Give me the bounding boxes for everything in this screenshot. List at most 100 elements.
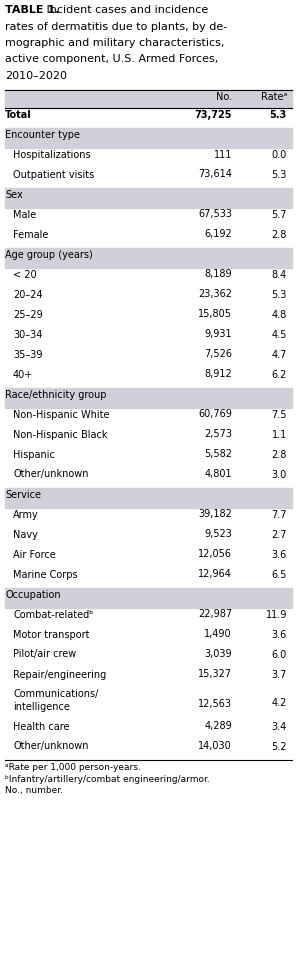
- Text: Hispanic: Hispanic: [13, 450, 55, 459]
- Text: rates of dermatitis due to plants, by de-: rates of dermatitis due to plants, by de…: [5, 21, 227, 31]
- Text: 60,769: 60,769: [198, 410, 232, 419]
- Text: 0.0: 0.0: [272, 150, 287, 160]
- Text: Hospitalizations: Hospitalizations: [13, 150, 91, 160]
- Text: 12,964: 12,964: [198, 569, 232, 580]
- Text: Age group (years): Age group (years): [5, 249, 93, 260]
- Text: Army: Army: [13, 510, 39, 520]
- Text: 4.5: 4.5: [272, 330, 287, 340]
- Text: ᵃRate per 1,000 person-years.: ᵃRate per 1,000 person-years.: [5, 764, 141, 773]
- Text: 40+: 40+: [13, 370, 33, 379]
- Text: Communications/: Communications/: [13, 690, 98, 700]
- Text: 1,490: 1,490: [204, 630, 232, 639]
- Bar: [5, 588, 292, 607]
- Text: 11.9: 11.9: [266, 609, 287, 620]
- Text: 6.0: 6.0: [272, 650, 287, 660]
- Text: 3.7: 3.7: [272, 669, 287, 679]
- Text: Service: Service: [5, 489, 41, 499]
- Text: 20–24: 20–24: [13, 290, 43, 300]
- Bar: [5, 247, 292, 268]
- Text: 2010–2020: 2010–2020: [5, 71, 67, 81]
- Text: Female: Female: [13, 230, 48, 239]
- Text: 6.2: 6.2: [272, 370, 287, 379]
- Text: Other/unknown: Other/unknown: [13, 741, 89, 751]
- Text: active component, U.S. Armed Forces,: active component, U.S. Armed Forces,: [5, 54, 218, 64]
- Text: 39,182: 39,182: [198, 510, 232, 520]
- Text: Pilot/air crew: Pilot/air crew: [13, 650, 76, 660]
- Text: Total: Total: [5, 110, 32, 120]
- Text: 2,573: 2,573: [204, 429, 232, 440]
- Text: 3.4: 3.4: [272, 722, 287, 732]
- Text: 12,563: 12,563: [198, 699, 232, 708]
- Text: 73,614: 73,614: [198, 169, 232, 179]
- Text: 5.2: 5.2: [271, 741, 287, 751]
- Text: 35–39: 35–39: [13, 349, 42, 359]
- Text: 23,362: 23,362: [198, 290, 232, 300]
- Text: 7.7: 7.7: [271, 510, 287, 520]
- Text: 15,805: 15,805: [198, 309, 232, 319]
- Text: 2.7: 2.7: [271, 529, 287, 539]
- Text: 25–29: 25–29: [13, 309, 43, 319]
- Text: 3.6: 3.6: [272, 550, 287, 559]
- Text: Motor transport: Motor transport: [13, 630, 89, 639]
- Text: Encounter type: Encounter type: [5, 129, 80, 139]
- Text: No., number.: No., number.: [5, 785, 63, 795]
- Text: 2.8: 2.8: [272, 230, 287, 239]
- Text: 6.5: 6.5: [272, 569, 287, 580]
- Text: 30–34: 30–34: [13, 330, 42, 340]
- Text: 7.5: 7.5: [271, 410, 287, 419]
- Bar: [5, 90, 292, 107]
- Text: ᵇInfantry/artillery/combat engineering/armor.: ᵇInfantry/artillery/combat engineering/a…: [5, 775, 210, 783]
- Text: 1.1: 1.1: [272, 429, 287, 440]
- Text: Air Force: Air Force: [13, 550, 56, 559]
- Text: 5.7: 5.7: [271, 209, 287, 220]
- Text: 4.2: 4.2: [272, 699, 287, 708]
- Text: 8,912: 8,912: [204, 370, 232, 379]
- Text: Occupation: Occupation: [5, 590, 61, 599]
- Text: 5.3: 5.3: [270, 110, 287, 120]
- Text: Race/ethnicity group: Race/ethnicity group: [5, 389, 107, 400]
- Text: 4.7: 4.7: [272, 349, 287, 359]
- Text: 4,801: 4,801: [204, 470, 232, 480]
- Text: TABLE 1.: TABLE 1.: [5, 5, 59, 15]
- Text: 22,987: 22,987: [198, 609, 232, 620]
- Text: 73,725: 73,725: [195, 110, 232, 120]
- Text: Repair/engineering: Repair/engineering: [13, 669, 106, 679]
- Text: Male: Male: [13, 209, 36, 220]
- Text: Sex: Sex: [5, 190, 23, 199]
- Text: Marine Corps: Marine Corps: [13, 569, 78, 580]
- Text: < 20: < 20: [13, 270, 37, 279]
- Text: 5.3: 5.3: [272, 169, 287, 179]
- Text: Other/unknown: Other/unknown: [13, 470, 89, 480]
- Bar: [5, 387, 292, 408]
- Text: 6,192: 6,192: [204, 230, 232, 239]
- Text: 4.8: 4.8: [272, 309, 287, 319]
- Text: Incident cases and incidence: Incident cases and incidence: [43, 5, 208, 15]
- Text: Non-Hispanic Black: Non-Hispanic Black: [13, 429, 108, 440]
- Text: 5.3: 5.3: [272, 290, 287, 300]
- Text: Health care: Health care: [13, 722, 69, 732]
- Text: 15,327: 15,327: [198, 669, 232, 679]
- Text: 111: 111: [214, 150, 232, 160]
- Bar: [5, 127, 292, 148]
- Text: 5,582: 5,582: [204, 450, 232, 459]
- Text: 3.0: 3.0: [272, 470, 287, 480]
- Text: 12,056: 12,056: [198, 550, 232, 559]
- Text: 9,931: 9,931: [204, 330, 232, 340]
- Text: Navy: Navy: [13, 529, 38, 539]
- Text: 14,030: 14,030: [198, 741, 232, 751]
- Text: intelligence: intelligence: [13, 703, 70, 712]
- Text: Outpatient visits: Outpatient visits: [13, 169, 94, 179]
- Text: 7,526: 7,526: [204, 349, 232, 359]
- Text: 67,533: 67,533: [198, 209, 232, 220]
- Text: No.: No.: [216, 91, 232, 101]
- Bar: [5, 487, 292, 508]
- Text: 9,523: 9,523: [204, 529, 232, 539]
- Text: Non-Hispanic White: Non-Hispanic White: [13, 410, 110, 419]
- Text: Combat-relatedᵇ: Combat-relatedᵇ: [13, 609, 93, 620]
- Text: 8.4: 8.4: [272, 270, 287, 279]
- Text: mographic and military characteristics,: mographic and military characteristics,: [5, 38, 224, 48]
- Text: 2.8: 2.8: [272, 450, 287, 459]
- Text: 4,289: 4,289: [204, 722, 232, 732]
- Text: 3.6: 3.6: [272, 630, 287, 639]
- Text: 3,039: 3,039: [204, 650, 232, 660]
